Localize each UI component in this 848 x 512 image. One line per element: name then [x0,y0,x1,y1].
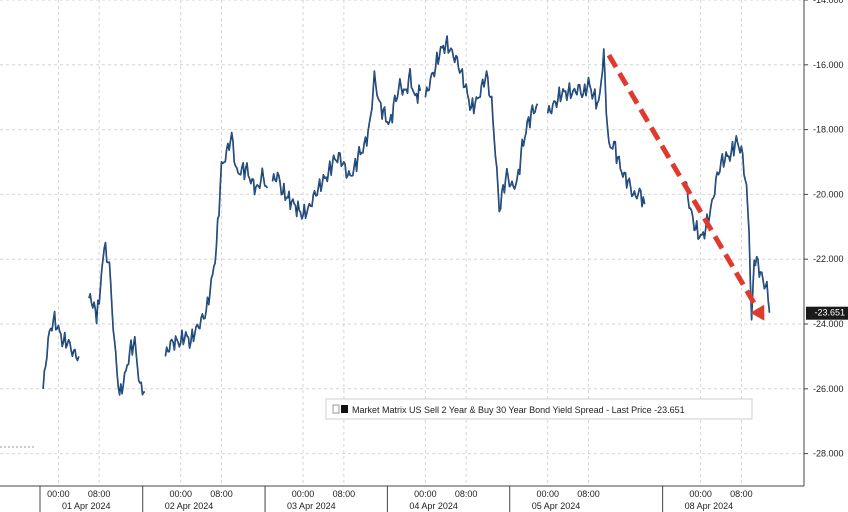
x-time-label: 08:00 [455,489,478,499]
trend-arrow-head [750,304,765,321]
x-date-label: 01 Apr 2024 [62,501,111,511]
trend-arrow-shaft [606,53,760,310]
y-tick-label: -14.000 [813,0,844,5]
y-tick-label: -20.000 [813,189,844,199]
legend: Market Matrix US Sell 2 Year & Buy 30 Ye… [325,398,753,420]
series-line [684,135,770,321]
legend-label: Market Matrix US Sell 2 Year & Buy 30 Ye… [352,405,685,415]
x-time-label: 08:00 [577,489,600,499]
x-time-label: 00:00 [536,489,559,499]
y-tick-label: -28.000 [813,449,844,459]
x-date-label: 08 Apr 2024 [685,501,734,511]
x-time-label: 00:00 [292,489,315,499]
last-price-tag: -23.651 [806,306,848,320]
legend-swatch [341,405,348,413]
y-tick-label: -22.000 [813,254,844,264]
legend-swatch-outline [332,404,340,414]
y-tick-label: -26.000 [813,384,844,394]
y-tick-label: -24.000 [813,319,844,329]
series-line [547,48,646,208]
trend-arrow [606,53,765,321]
series-line [88,242,146,396]
legend-box [325,398,753,420]
x-date-label: 04 Apr 2024 [409,501,458,511]
x-time-label: 00:00 [169,489,192,499]
x-time-label: 08:00 [730,489,753,499]
series-line [164,132,268,357]
x-axis: 00:00 08:00 00:00 08:00 00:00 08:00 00:00 08:00… [0,485,804,512]
series-layer [42,35,771,396]
x-time-label: 00:00 [414,489,437,499]
last-price-tag-text: -23.651 [814,308,845,318]
x-time-label: 08:00 [88,489,111,499]
y-axis: -14.000 -16.000 -18.000 -20.000 -22.000 -24.0… [803,0,844,486]
y-tick-label: -16.000 [813,60,844,70]
series-line [272,68,421,220]
last-price-tag-box [806,306,848,320]
x-date-label: 05 Apr 2024 [532,501,581,511]
x-time-label: 08:00 [333,489,356,499]
series-line [42,311,80,389]
x-time-label: 00:00 [689,489,712,499]
x-date-label: 02 Apr 2024 [165,501,214,511]
x-time-label: 08:00 [210,489,233,499]
gridlines [0,0,804,486]
y-tick-label: -18.000 [813,125,844,135]
series-line [424,35,538,213]
x-date-label: 03 Apr 2024 [287,501,336,511]
x-time-label: 00:00 [47,489,70,499]
